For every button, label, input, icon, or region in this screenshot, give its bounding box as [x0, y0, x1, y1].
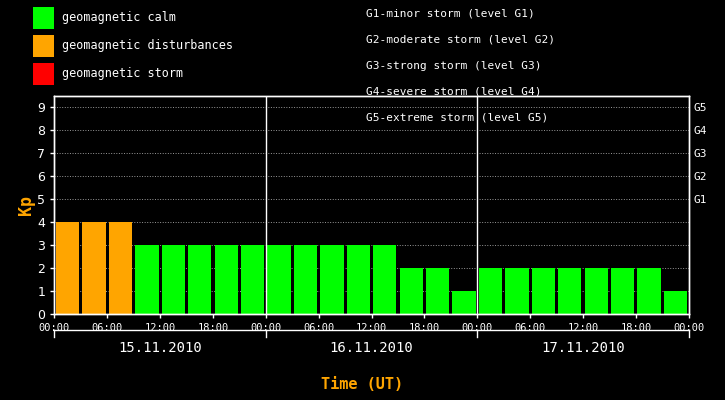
Text: 16.11.2010: 16.11.2010 [330, 341, 413, 355]
Text: G1-minor storm (level G1): G1-minor storm (level G1) [366, 9, 535, 19]
Bar [268, 245, 291, 314]
Bar [664, 291, 687, 314]
Text: 15.11.2010: 15.11.2010 [118, 341, 202, 355]
Bar [479, 268, 502, 314]
Bar [320, 245, 344, 314]
Bar [83, 222, 106, 314]
Bar [215, 245, 238, 314]
Text: G5-extreme storm (level G5): G5-extreme storm (level G5) [366, 113, 548, 123]
Bar [347, 245, 370, 314]
Text: G2-moderate storm (level G2): G2-moderate storm (level G2) [366, 35, 555, 45]
Bar [373, 245, 397, 314]
Bar [505, 268, 529, 314]
Bar [109, 222, 132, 314]
Bar [558, 268, 581, 314]
Bar [531, 268, 555, 314]
Text: G3-strong storm (level G3): G3-strong storm (level G3) [366, 61, 542, 71]
Text: 17.11.2010: 17.11.2010 [541, 341, 625, 355]
Bar [241, 245, 264, 314]
Bar [136, 245, 159, 314]
Bar [188, 245, 212, 314]
Text: geomagnetic calm: geomagnetic calm [62, 12, 175, 24]
Text: geomagnetic disturbances: geomagnetic disturbances [62, 40, 233, 52]
Bar [162, 245, 185, 314]
Bar [611, 268, 634, 314]
Bar [294, 245, 317, 314]
Bar [426, 268, 450, 314]
Bar [452, 291, 476, 314]
Bar [584, 268, 608, 314]
Text: geomagnetic storm: geomagnetic storm [62, 68, 183, 80]
Bar [56, 222, 79, 314]
Y-axis label: Kp: Kp [17, 195, 35, 215]
Text: G4-severe storm (level G4): G4-severe storm (level G4) [366, 87, 542, 97]
Bar [399, 268, 423, 314]
Bar [637, 268, 660, 314]
Text: Time (UT): Time (UT) [321, 377, 404, 392]
